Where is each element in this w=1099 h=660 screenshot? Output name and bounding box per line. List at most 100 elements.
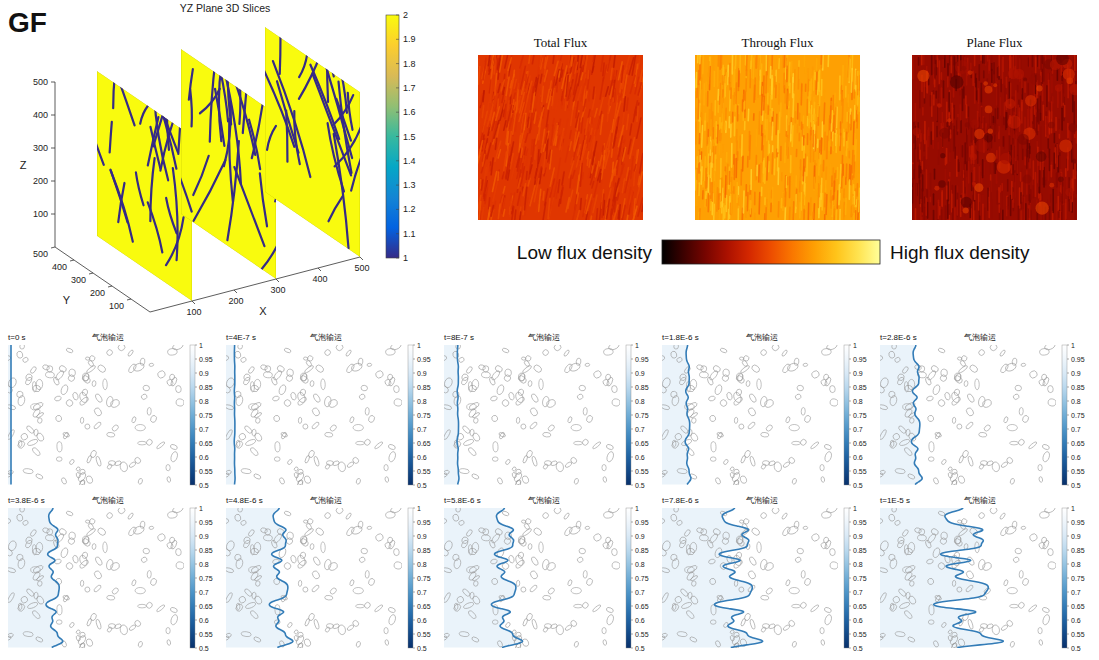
flux-streak xyxy=(834,108,836,127)
flux-streak xyxy=(846,103,848,110)
flux-streak xyxy=(571,58,574,66)
flux-streak xyxy=(1020,172,1022,181)
flux-streak xyxy=(749,191,751,214)
flux-streak xyxy=(1022,196,1024,220)
flux-streak xyxy=(925,197,927,215)
flux-streak xyxy=(736,183,738,203)
flux-streak xyxy=(701,126,703,148)
flux-streak xyxy=(858,98,860,111)
flux-streak xyxy=(839,76,841,100)
flux-streak xyxy=(768,141,770,154)
flux-streak xyxy=(1006,113,1008,128)
flux-streak xyxy=(807,69,809,79)
flux-streak xyxy=(520,55,524,68)
flux-streak xyxy=(933,95,935,105)
flux-streak xyxy=(974,55,976,66)
flux-streak xyxy=(763,76,765,96)
flux-streak xyxy=(510,79,514,96)
flux-streak xyxy=(984,162,986,174)
flux-streak xyxy=(821,122,823,137)
flux-streak xyxy=(522,115,525,132)
flux-streak xyxy=(784,192,786,207)
flux-streak xyxy=(729,197,731,219)
flux-streak xyxy=(912,56,913,79)
fiber xyxy=(273,61,310,177)
flux-streak xyxy=(750,170,752,190)
flux-streak xyxy=(618,125,621,137)
flux-streak xyxy=(513,111,516,134)
flux-streak xyxy=(726,164,728,184)
fiber xyxy=(136,172,144,205)
flux-streak xyxy=(491,158,493,175)
flux-streak xyxy=(570,190,573,201)
flux-streak xyxy=(839,133,841,150)
flux-streak xyxy=(730,178,732,194)
flux-streak xyxy=(747,109,749,121)
flux-streak xyxy=(1027,84,1029,95)
fiber xyxy=(140,48,177,169)
flux-streak xyxy=(562,66,567,88)
flux-streak xyxy=(721,202,723,213)
flux-streak xyxy=(1038,110,1040,124)
flux-streak xyxy=(607,199,610,219)
flux-streak xyxy=(1002,210,1004,220)
flux-streak xyxy=(712,128,714,139)
flux-streak xyxy=(756,55,758,68)
flux-streak xyxy=(915,209,917,220)
flux-streak xyxy=(482,180,483,190)
flux-streak xyxy=(531,140,532,155)
flux-streak xyxy=(1049,207,1051,220)
flux-streak xyxy=(962,89,964,110)
flux-streak xyxy=(708,129,710,136)
flux-streak xyxy=(839,165,841,187)
flux-streak xyxy=(529,158,532,179)
flux-streak xyxy=(703,84,705,105)
flux-streak xyxy=(574,132,579,151)
flux-streak xyxy=(1059,211,1061,220)
flux-streak xyxy=(635,150,637,158)
flux-streak xyxy=(746,193,748,211)
flux-streak xyxy=(592,142,597,164)
flux-streak xyxy=(630,138,635,159)
flux-streak xyxy=(800,84,802,105)
flux-streak xyxy=(817,105,819,116)
flux-streak xyxy=(804,55,806,67)
flux-streak xyxy=(633,206,637,220)
flux-streak xyxy=(634,165,636,171)
flux-streak xyxy=(636,70,638,83)
flux-streak xyxy=(859,162,860,173)
flux-streak xyxy=(744,122,746,130)
flux-streak xyxy=(718,55,720,66)
flux-streak xyxy=(1033,180,1035,197)
flux-streak xyxy=(738,103,740,122)
flux-streak xyxy=(510,131,511,143)
flux-streak xyxy=(578,67,581,85)
flux-streak xyxy=(709,142,711,149)
flux-streak xyxy=(543,56,544,67)
fiber xyxy=(337,56,346,113)
flux-streak xyxy=(853,185,855,194)
flux-streak xyxy=(837,167,839,178)
flux-streak xyxy=(836,107,838,127)
flux-streak xyxy=(964,143,966,164)
flux-streak xyxy=(799,168,801,192)
flux-streak xyxy=(923,55,925,65)
flux-streak xyxy=(1045,157,1047,179)
flux-streak xyxy=(731,144,733,167)
flux-streak xyxy=(560,63,562,69)
flux-streak xyxy=(554,132,557,144)
flux-streak xyxy=(948,180,950,204)
flux-streak xyxy=(806,100,808,116)
flux-streak xyxy=(624,97,625,111)
colorbar-label: 1.6 xyxy=(403,107,416,117)
flux-streak xyxy=(550,92,551,98)
flux-streak xyxy=(1000,98,1002,115)
flux-streak xyxy=(858,188,860,211)
flux-streak xyxy=(1010,145,1012,164)
flux-streak xyxy=(713,147,715,163)
flux-streak xyxy=(534,82,536,92)
flux-streak xyxy=(538,150,539,167)
flux-streak xyxy=(977,105,979,112)
flux-streak xyxy=(943,81,945,97)
flux-streak xyxy=(720,159,722,178)
